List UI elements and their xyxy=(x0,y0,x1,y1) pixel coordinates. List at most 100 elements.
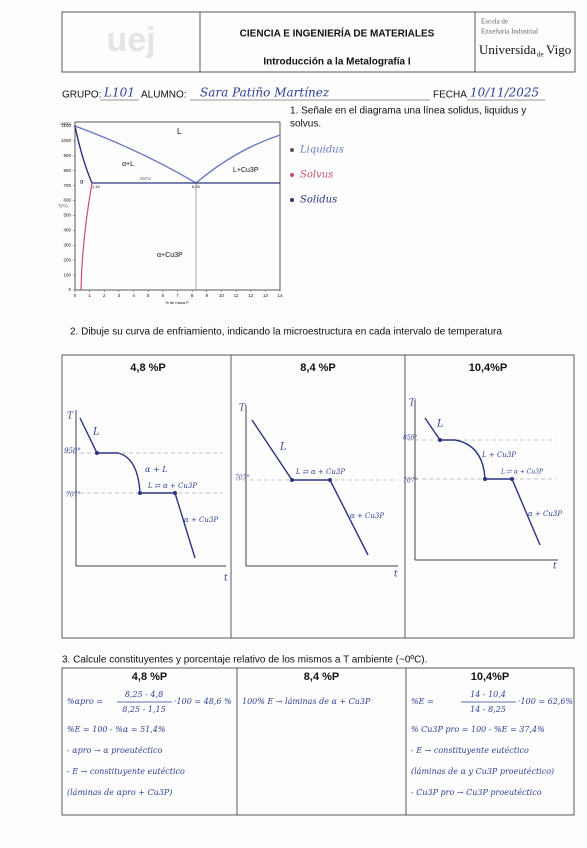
header-box xyxy=(61,11,576,73)
region-label: α+Cu3P xyxy=(157,252,183,259)
x-tick-label: 12 xyxy=(248,293,254,298)
legend-dot xyxy=(290,173,294,177)
curve-point xyxy=(510,477,514,481)
x-tick-label: 8 xyxy=(191,293,194,298)
temperature-label: 850° xyxy=(403,435,417,442)
column-heading: 10,4%P xyxy=(471,671,510,683)
curve-point xyxy=(173,491,177,495)
axis-label: t xyxy=(224,574,228,584)
phase-label: α + Cu3P xyxy=(350,512,384,520)
y-tick-label: 0 xyxy=(68,287,71,292)
university-name: Universida xyxy=(479,42,536,57)
legend-label: Solidus xyxy=(300,195,337,206)
formula-part: 8,25 - 1,15 xyxy=(122,705,165,714)
y-tick-label: 800 xyxy=(63,168,71,173)
temperature-label: 950° xyxy=(64,447,81,455)
question-text: solvus. xyxy=(290,119,321,130)
region-label: α+L xyxy=(122,161,134,168)
answer-line: (láminas de α y Cu3P proeutéctico) xyxy=(411,767,554,776)
phase-label: α + L xyxy=(145,465,168,474)
y-tick-label: 200 xyxy=(63,257,71,262)
phase-label: L ⇄ α + Cu3P xyxy=(295,468,345,476)
axis-label: % de masa P xyxy=(165,300,189,305)
solidus-line xyxy=(74,125,93,184)
x-tick-label: 11 xyxy=(234,293,239,298)
curve-point xyxy=(290,478,294,482)
group-value: L101 xyxy=(103,86,135,100)
temperature-label: 707°C xyxy=(140,176,151,181)
legend-dot xyxy=(290,148,294,152)
phase-label: L + Cu3P xyxy=(481,451,516,459)
x-tick-label: 1 xyxy=(88,293,91,298)
x-tick-label: 7 xyxy=(176,293,179,298)
y-tick-label: 600 xyxy=(63,198,71,203)
x-tick-label: 0 xyxy=(74,293,77,298)
axis-label: T xyxy=(67,412,74,422)
group-label: GRUPO: xyxy=(62,90,101,101)
header-subtitle: Introducción a la Metalografía I xyxy=(263,57,410,68)
column-heading: 8,4 %P xyxy=(304,671,339,683)
x-tick-label: 14 xyxy=(277,293,283,298)
curve-point xyxy=(483,477,487,481)
x-tick-label: 10 xyxy=(219,293,225,298)
phase-label: L xyxy=(92,427,100,438)
temperature-label: 1083°C xyxy=(60,122,72,126)
panels-box xyxy=(61,354,575,639)
name-label: ALUMNO: xyxy=(141,90,187,101)
formula-part: ·100 = 62,6% xyxy=(518,697,573,706)
region-label: L xyxy=(177,127,182,136)
temperature-label: 707° xyxy=(235,475,249,482)
formula-part: 8,25 - 4,8 xyxy=(125,690,163,699)
axis-label: T xyxy=(409,399,416,409)
x-tick-label: 5 xyxy=(147,293,150,298)
curve-point xyxy=(95,451,99,455)
column-heading: 4,8 %P xyxy=(132,671,167,683)
school-name: Enxeñaría Industrial xyxy=(481,28,538,36)
phase-diagram: L α+L L+Cu3P α α+Cu3P 707°C 1,15 8,25 10… xyxy=(58,121,283,305)
curve-point xyxy=(138,491,142,495)
y-tick-label: 900 xyxy=(63,153,71,158)
y-tick-label: 700 xyxy=(63,183,71,188)
answer-line: %E = 100 - %α = 51,4% xyxy=(67,725,166,734)
legend-label: Liquidus xyxy=(299,145,344,156)
phase-label: L ⇄ α + Cu3P xyxy=(147,482,197,490)
answer-line: (láminas de αpro + Cu3P) xyxy=(67,788,172,797)
y-tick-label: 500 xyxy=(63,213,71,218)
cooling-curve xyxy=(251,419,369,556)
phase-label: L xyxy=(279,442,287,453)
answer-line: 100% E → láminas de α + Cu3P xyxy=(242,697,371,706)
header-title: CIENCIA E INGENIERÍA DE MATERIALES xyxy=(240,27,435,40)
question-text: 3. Calcule constituyentes y porcentaje r… xyxy=(62,655,427,666)
temperature-label: 707° xyxy=(66,492,80,499)
curve-point xyxy=(438,438,442,442)
answer-line: - Cu3P pro → Cu3P proeutéctico xyxy=(411,788,542,797)
panel-heading: 4,8 %P xyxy=(130,362,165,374)
answer-table xyxy=(61,667,575,816)
x-tick-label: 3 xyxy=(118,293,121,298)
axis-label: T(°C) xyxy=(58,203,68,208)
y-tick-label: 300 xyxy=(63,242,71,247)
liquidus-line xyxy=(74,125,197,184)
formula-part: 14 - 10,4 xyxy=(470,690,506,699)
date-value: 10/11/2025 xyxy=(470,86,539,100)
formula-part: %E = xyxy=(411,697,434,706)
university-name: de xyxy=(537,51,544,59)
panel-heading: 8,4 %P xyxy=(300,362,335,374)
date-label: FECHA xyxy=(433,90,467,101)
legend-label: Solvus xyxy=(300,170,333,181)
question-text: 2. Dibuje su curva de enfriamiento, indi… xyxy=(70,327,502,338)
answer-columns: 4,8 %P %αpro = 8,25 - 4,8 8,25 - 1,15 ·100 =… xyxy=(67,671,573,797)
axis-label: t xyxy=(553,562,557,572)
x-tick-label: 13 xyxy=(263,293,269,298)
answer-line: - E → constituyente eutéctico xyxy=(67,767,185,776)
region-label: α xyxy=(80,180,84,186)
logo: uej xyxy=(106,21,155,59)
axis-label: t xyxy=(394,570,398,580)
legend-dot xyxy=(290,198,294,202)
x-tick-label: 9 xyxy=(206,293,209,298)
school-name: Escola de xyxy=(481,18,508,26)
phase-label: α + Cu3P xyxy=(184,516,218,524)
composition-label: 1,15 xyxy=(92,184,101,189)
x-tick-label: 2 xyxy=(103,293,106,298)
formula-part: %αpro = xyxy=(67,697,103,706)
